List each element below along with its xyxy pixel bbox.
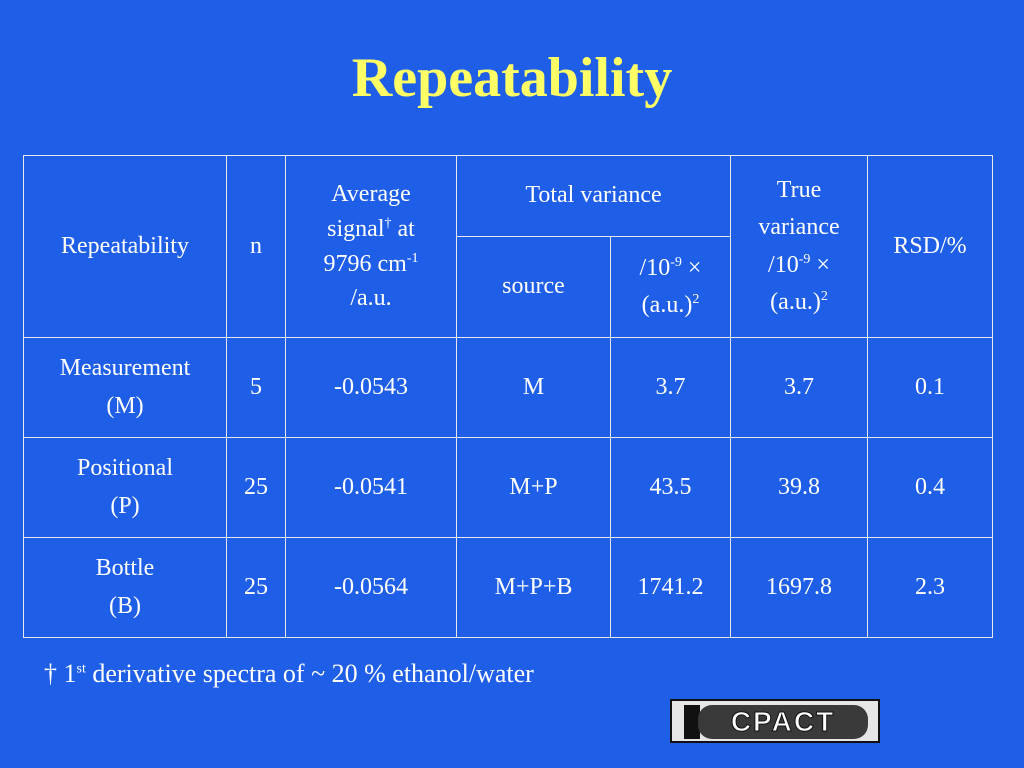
header-rsd: RSD/%	[867, 155, 993, 338]
row-average-signal: -0.0564	[285, 537, 457, 638]
repeatability-table: Repeatability n Average signal† at 9796 …	[23, 155, 993, 638]
row-n: 5	[226, 337, 286, 438]
row-true-variance: 3.7	[730, 337, 868, 438]
row-n: 25	[226, 437, 286, 538]
row-total-variance: 1741.2	[610, 537, 731, 638]
row-name: Measurement (M)	[23, 337, 227, 438]
header-repeatability: Repeatability	[23, 155, 227, 338]
row-average-signal: -0.0543	[285, 337, 457, 438]
row-true-variance: 39.8	[730, 437, 868, 538]
slide-title: Repeatability	[351, 47, 673, 109]
header-total-variance-unit: /10-9 × (a.u.)2	[610, 236, 731, 338]
row-rsd: 0.1	[867, 337, 993, 438]
row-average-signal: -0.0541	[285, 437, 457, 538]
row-source: M+P	[456, 437, 611, 538]
row-rsd: 2.3	[867, 537, 993, 638]
cpact-logo: CPACT	[670, 699, 880, 743]
header-total-variance: Total variance	[456, 155, 731, 237]
footnote: † 1st derivative spectra of ~ 20 % ethan…	[44, 659, 534, 688]
logo-text: CPACT	[730, 706, 836, 738]
row-total-variance: 3.7	[610, 337, 731, 438]
header-source: source	[456, 236, 611, 338]
table-row: Positional (P) 25 -0.0541 M+P 43.5 39.8 0…	[23, 437, 993, 538]
row-name: Bottle (B)	[23, 537, 227, 638]
row-source: M+P+B	[456, 537, 611, 638]
header-average-signal: Average signal† at 9796 cm-1 /a.u.	[285, 155, 457, 338]
row-n: 25	[226, 537, 286, 638]
row-total-variance: 43.5	[610, 437, 731, 538]
header-n: n	[226, 155, 286, 338]
row-name: Positional (P)	[23, 437, 227, 538]
logo-badge: CPACT	[698, 705, 868, 739]
row-rsd: 0.4	[867, 437, 993, 538]
row-source: M	[456, 337, 611, 438]
logo-bar	[684, 705, 700, 739]
table-row: Measurement (M) 5 -0.0543 M 3.7 3.7 0.1	[23, 337, 993, 438]
row-true-variance: 1697.8	[730, 537, 868, 638]
header-true-variance: True variance /10-9 × (a.u.)2	[730, 155, 868, 338]
table-row: Bottle (B) 25 -0.0564 M+P+B 1741.2 1697.8…	[23, 537, 993, 638]
